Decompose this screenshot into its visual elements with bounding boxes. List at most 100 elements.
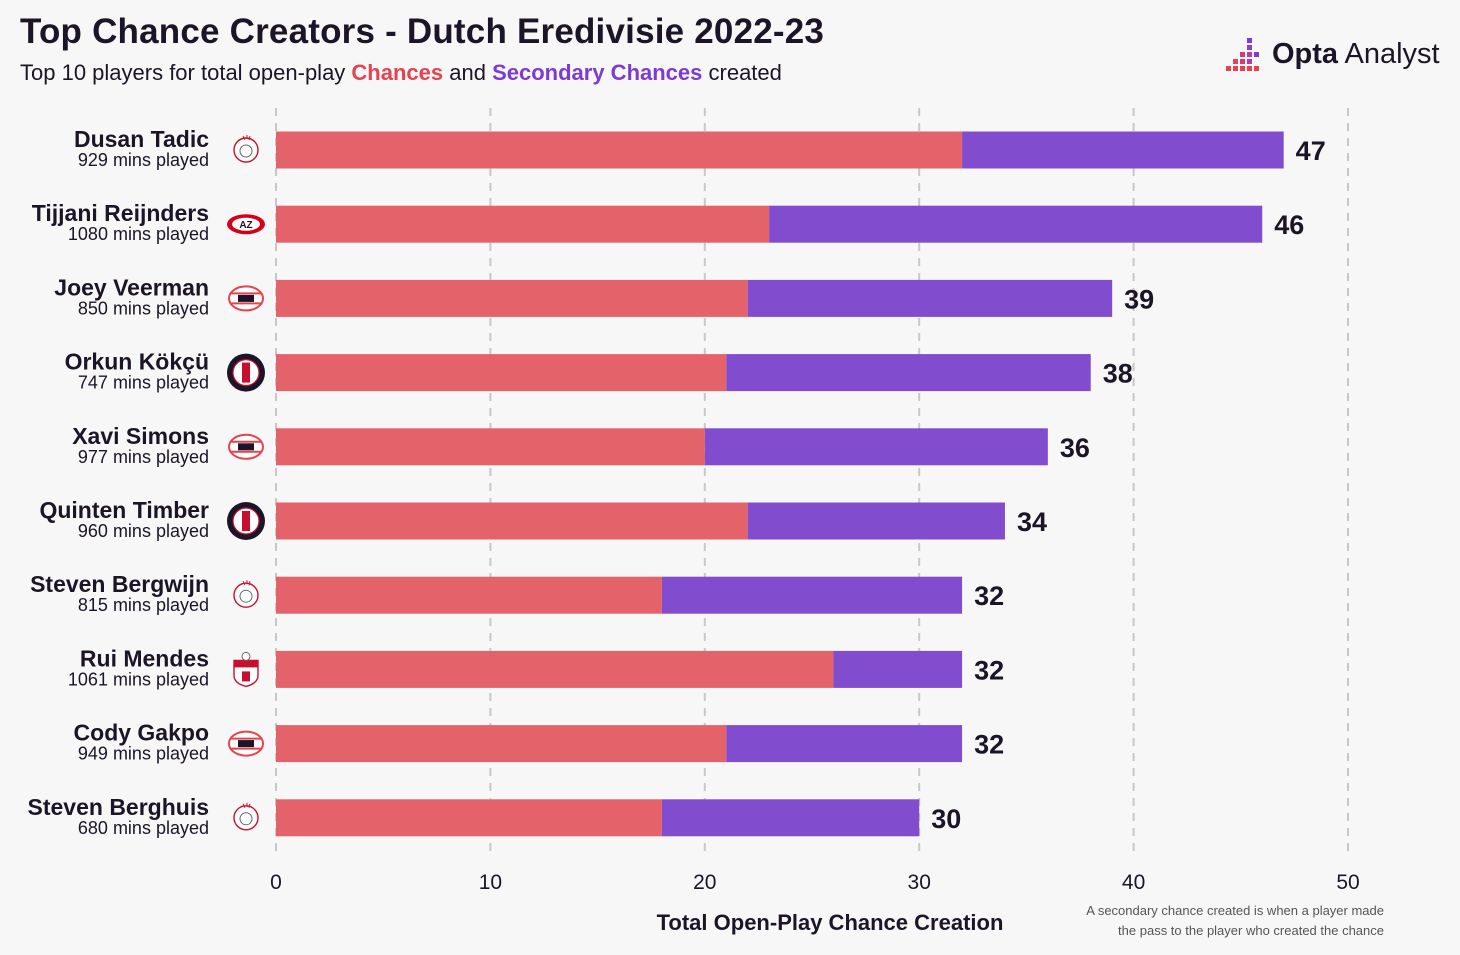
player-mins-played: 949 mins played (78, 744, 209, 764)
ajax-crest-icon (233, 135, 259, 163)
bar-secondary-chances (661, 576, 963, 614)
psv-crest-icon (228, 285, 264, 312)
crest-profile (239, 144, 253, 158)
bar-chances (276, 576, 662, 614)
player-mins-played: 680 mins played (78, 818, 209, 838)
chart-title: Top Chance Creators - Dutch Eredivisie 2… (20, 12, 825, 51)
player-mins-played: 1061 mins played (68, 669, 209, 689)
subtitle-post: created (702, 60, 782, 85)
player-mins-played: 850 mins played (78, 298, 209, 318)
fc-emmen-crest-icon (233, 651, 259, 688)
crest-band (238, 294, 254, 302)
bar-secondary-chances (962, 131, 1284, 169)
crest-stars (242, 135, 251, 141)
crest-ring (232, 507, 260, 535)
x-tick-label: 0 (270, 871, 282, 894)
player-name: Xavi Simons (72, 423, 209, 449)
player-name: Quinten Timber (39, 497, 209, 523)
player-name: Steven Bergwijn (30, 571, 209, 597)
bar-secondary-chances (747, 279, 1113, 317)
bar-total-label: 34 (1017, 507, 1047, 537)
bar-total-label: 32 (974, 655, 1004, 685)
crest-top-band (234, 660, 258, 668)
crest-band (238, 740, 254, 748)
logo-text-regular: Analyst (1338, 37, 1440, 70)
subtitle-chances-highlight: Chances (351, 60, 444, 85)
psv-crest-icon (228, 433, 264, 460)
bar-chances (276, 279, 748, 317)
crest-ring (232, 359, 260, 387)
opta-analyst-logo: Opta Analyst (1226, 34, 1440, 74)
player-mins-played: 977 mins played (78, 447, 209, 467)
x-tick-label: 30 (908, 871, 931, 894)
logo-text: Opta Analyst (1272, 38, 1440, 71)
crest-stripe (242, 362, 250, 383)
bar-total-label: 39 (1124, 284, 1154, 314)
player-mins-played: 1080 mins played (68, 224, 209, 244)
crest-ball (241, 651, 251, 661)
bar-total-label: 30 (931, 804, 961, 834)
bar-chances (276, 354, 727, 392)
ajax-crest-icon (233, 802, 259, 831)
crest-band (238, 443, 254, 451)
crest-stripe (242, 671, 250, 682)
crest-ring (233, 137, 259, 163)
player-name: Cody Gakpo (74, 720, 209, 746)
bar-chances (276, 650, 834, 688)
crest-stars (242, 802, 251, 809)
footnote-line-2: the pass to the player who created the c… (1118, 923, 1384, 938)
bar-total-label: 32 (974, 581, 1004, 611)
player-name: Tijjani Reijnders (32, 200, 209, 226)
bar-chances (276, 502, 748, 540)
chart-subtitle: Top 10 players for total open-play Chanc… (20, 60, 782, 86)
crest-profile (239, 589, 253, 603)
x-tick-label: 10 (479, 871, 502, 894)
crest-stripe (242, 511, 250, 531)
crest-letters: AZ (239, 220, 252, 231)
bar-total-label: 36 (1060, 433, 1090, 463)
crest-inner (232, 217, 260, 231)
bar-secondary-chances (661, 799, 920, 837)
bar-total-label: 38 (1103, 359, 1133, 389)
bar-total-label: 32 (974, 730, 1004, 760)
feyenoord-crest-icon (227, 502, 265, 540)
bar-chances (276, 725, 727, 763)
footnote: A secondary chance created is when a pla… (1040, 901, 1384, 941)
player-name: Joey Veerman (54, 274, 209, 300)
bar-secondary-chances (726, 354, 1091, 392)
x-tick-label: 40 (1122, 871, 1145, 894)
ajax-crest-icon (233, 580, 259, 608)
bar-chances (276, 131, 963, 169)
az-crest-icon: AZ (227, 214, 265, 235)
bar-secondary-chances (704, 428, 1048, 466)
bar-chances (276, 799, 662, 837)
subtitle-mid: and (443, 60, 493, 85)
crest-ring (233, 582, 259, 608)
footnote-line-1: A secondary chance created is when a pla… (1086, 903, 1384, 918)
player-name: Steven Berghuis (28, 794, 210, 820)
player-name: Dusan Tadic (74, 126, 209, 152)
bar-secondary-chances (833, 650, 963, 688)
bar-chances (276, 428, 705, 466)
bar-secondary-chances (747, 502, 1005, 540)
subtitle-pre: Top 10 players for total open-play (20, 60, 352, 85)
crest-stars (242, 580, 251, 586)
feyenoord-crest-icon (227, 353, 265, 392)
crest-ring (233, 805, 259, 831)
bar-secondary-chances (769, 205, 1263, 243)
opta-analyst-logo-icon (1226, 38, 1259, 71)
x-axis-label: Total Open-Play Chance Creation (657, 910, 1004, 935)
bar-chances (276, 205, 770, 243)
bar-total-label: 47 (1296, 136, 1326, 166)
psv-crest-icon (228, 730, 264, 757)
player-mins-played: 960 mins played (78, 521, 209, 541)
x-tick-label: 20 (693, 871, 716, 894)
subtitle-secondary-highlight: Secondary Chances (492, 60, 703, 85)
player-name: Orkun Kökçü (65, 349, 209, 375)
x-tick-label: 50 (1336, 871, 1359, 894)
player-mins-played: 929 mins played (78, 150, 209, 170)
bar-secondary-chances (726, 725, 963, 763)
player-mins-played: 747 mins played (78, 373, 209, 393)
player-mins-played: 815 mins played (78, 595, 209, 615)
